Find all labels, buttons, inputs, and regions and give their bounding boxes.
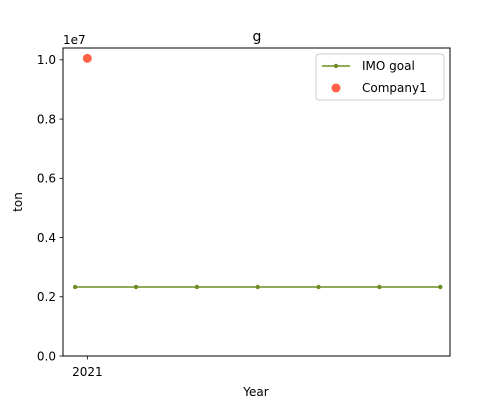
- y-tick-label: 1.0: [37, 53, 56, 67]
- x-tick-label: 2021: [72, 365, 103, 379]
- y-tick-label: 0.0: [37, 349, 56, 363]
- data-point-imo-goal: [377, 284, 382, 290]
- y-offset-label: 1e7: [63, 33, 86, 47]
- plot-area-frame: [62, 47, 451, 357]
- y-tick-label: 0.2: [37, 290, 56, 304]
- series-layer: [72, 53, 443, 290]
- y-tick-label: 0.6: [37, 172, 56, 186]
- y-tick-label: 0.4: [37, 231, 56, 245]
- legend-label-company1: Company1: [362, 81, 427, 95]
- y-tick-label: 0.8: [37, 112, 56, 126]
- x-axis-ticks: 2021: [72, 356, 103, 379]
- data-point-imo-goal: [316, 284, 321, 290]
- y-axis-ticks: 0.0 0.2 0.4 0.6 0.8 1.0: [37, 53, 63, 363]
- legend-label-imo-goal: IMO goal: [362, 59, 415, 73]
- y-axis-label: ton: [11, 192, 25, 212]
- data-point-company1: [82, 53, 92, 63]
- data-point-imo-goal: [133, 284, 139, 290]
- data-point-imo-goal: [72, 284, 78, 290]
- legend: IMO goal Company1: [315, 53, 445, 101]
- legend-line-marker: [333, 63, 339, 69]
- data-point-imo-goal: [255, 284, 260, 290]
- legend-scatter-marker: [331, 83, 341, 93]
- data-point-imo-goal: [194, 284, 200, 290]
- x-axis-label: Year: [242, 385, 268, 399]
- chart-title: g: [253, 29, 262, 45]
- data-point-imo-goal: [438, 284, 443, 290]
